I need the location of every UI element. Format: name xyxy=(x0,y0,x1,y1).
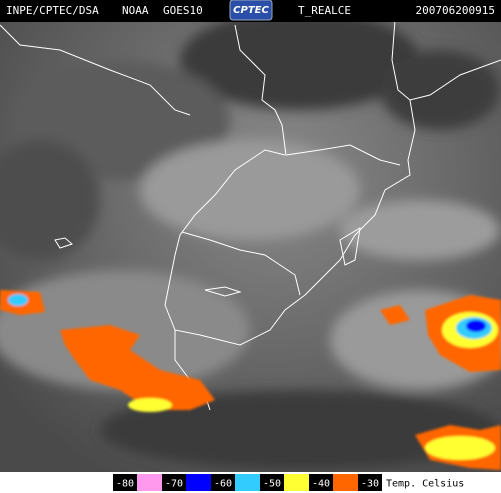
agency-label: NOAA xyxy=(122,4,149,17)
coastline-and-borders xyxy=(0,19,501,411)
cloud-texture xyxy=(0,10,501,470)
source-label: INPE/CPTEC/DSA xyxy=(6,4,99,17)
legend-stop-label: -80 xyxy=(116,479,134,490)
satellite-label: GOES10 xyxy=(163,4,203,17)
legend-stop-label: -70 xyxy=(165,479,183,490)
logo-box xyxy=(229,0,273,21)
product-label: T_REALCE xyxy=(298,4,351,17)
legend-label-box xyxy=(113,474,137,491)
legend-unit-label: Temp. Celsius xyxy=(386,479,464,490)
legend-stop-label: -50 xyxy=(263,479,281,490)
legend-label-box xyxy=(358,474,382,491)
legend-stop-label: -40 xyxy=(312,479,330,490)
legend-swatch xyxy=(186,474,211,491)
legend-stop-label: -30 xyxy=(361,479,379,490)
logo: CPTEC xyxy=(233,5,269,16)
legend-swatch xyxy=(333,474,358,491)
timestamp: 200706200915 xyxy=(416,4,495,17)
legend-swatch xyxy=(137,474,162,491)
legend: -80 -70 -60 -50 -40 -30 Temp. Celsius xyxy=(113,474,464,491)
legend-stop-label: -60 xyxy=(214,479,232,490)
legend-label-box xyxy=(260,474,284,491)
legend-label-box xyxy=(211,474,235,491)
legend-label-box xyxy=(162,474,186,491)
legend-label-box xyxy=(309,474,333,491)
legend-swatch xyxy=(235,474,260,491)
legend-swatch xyxy=(284,474,309,491)
cold-cloud-tops xyxy=(0,290,501,470)
